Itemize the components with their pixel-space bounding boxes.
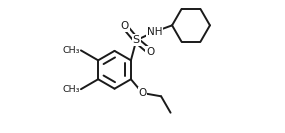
Text: O: O [121,21,129,32]
Text: CH₃: CH₃ [63,46,80,55]
Text: O: O [146,47,154,57]
Text: O: O [138,88,146,98]
Text: NH: NH [146,27,162,37]
Text: S: S [133,35,140,45]
Text: CH₃: CH₃ [63,85,80,94]
